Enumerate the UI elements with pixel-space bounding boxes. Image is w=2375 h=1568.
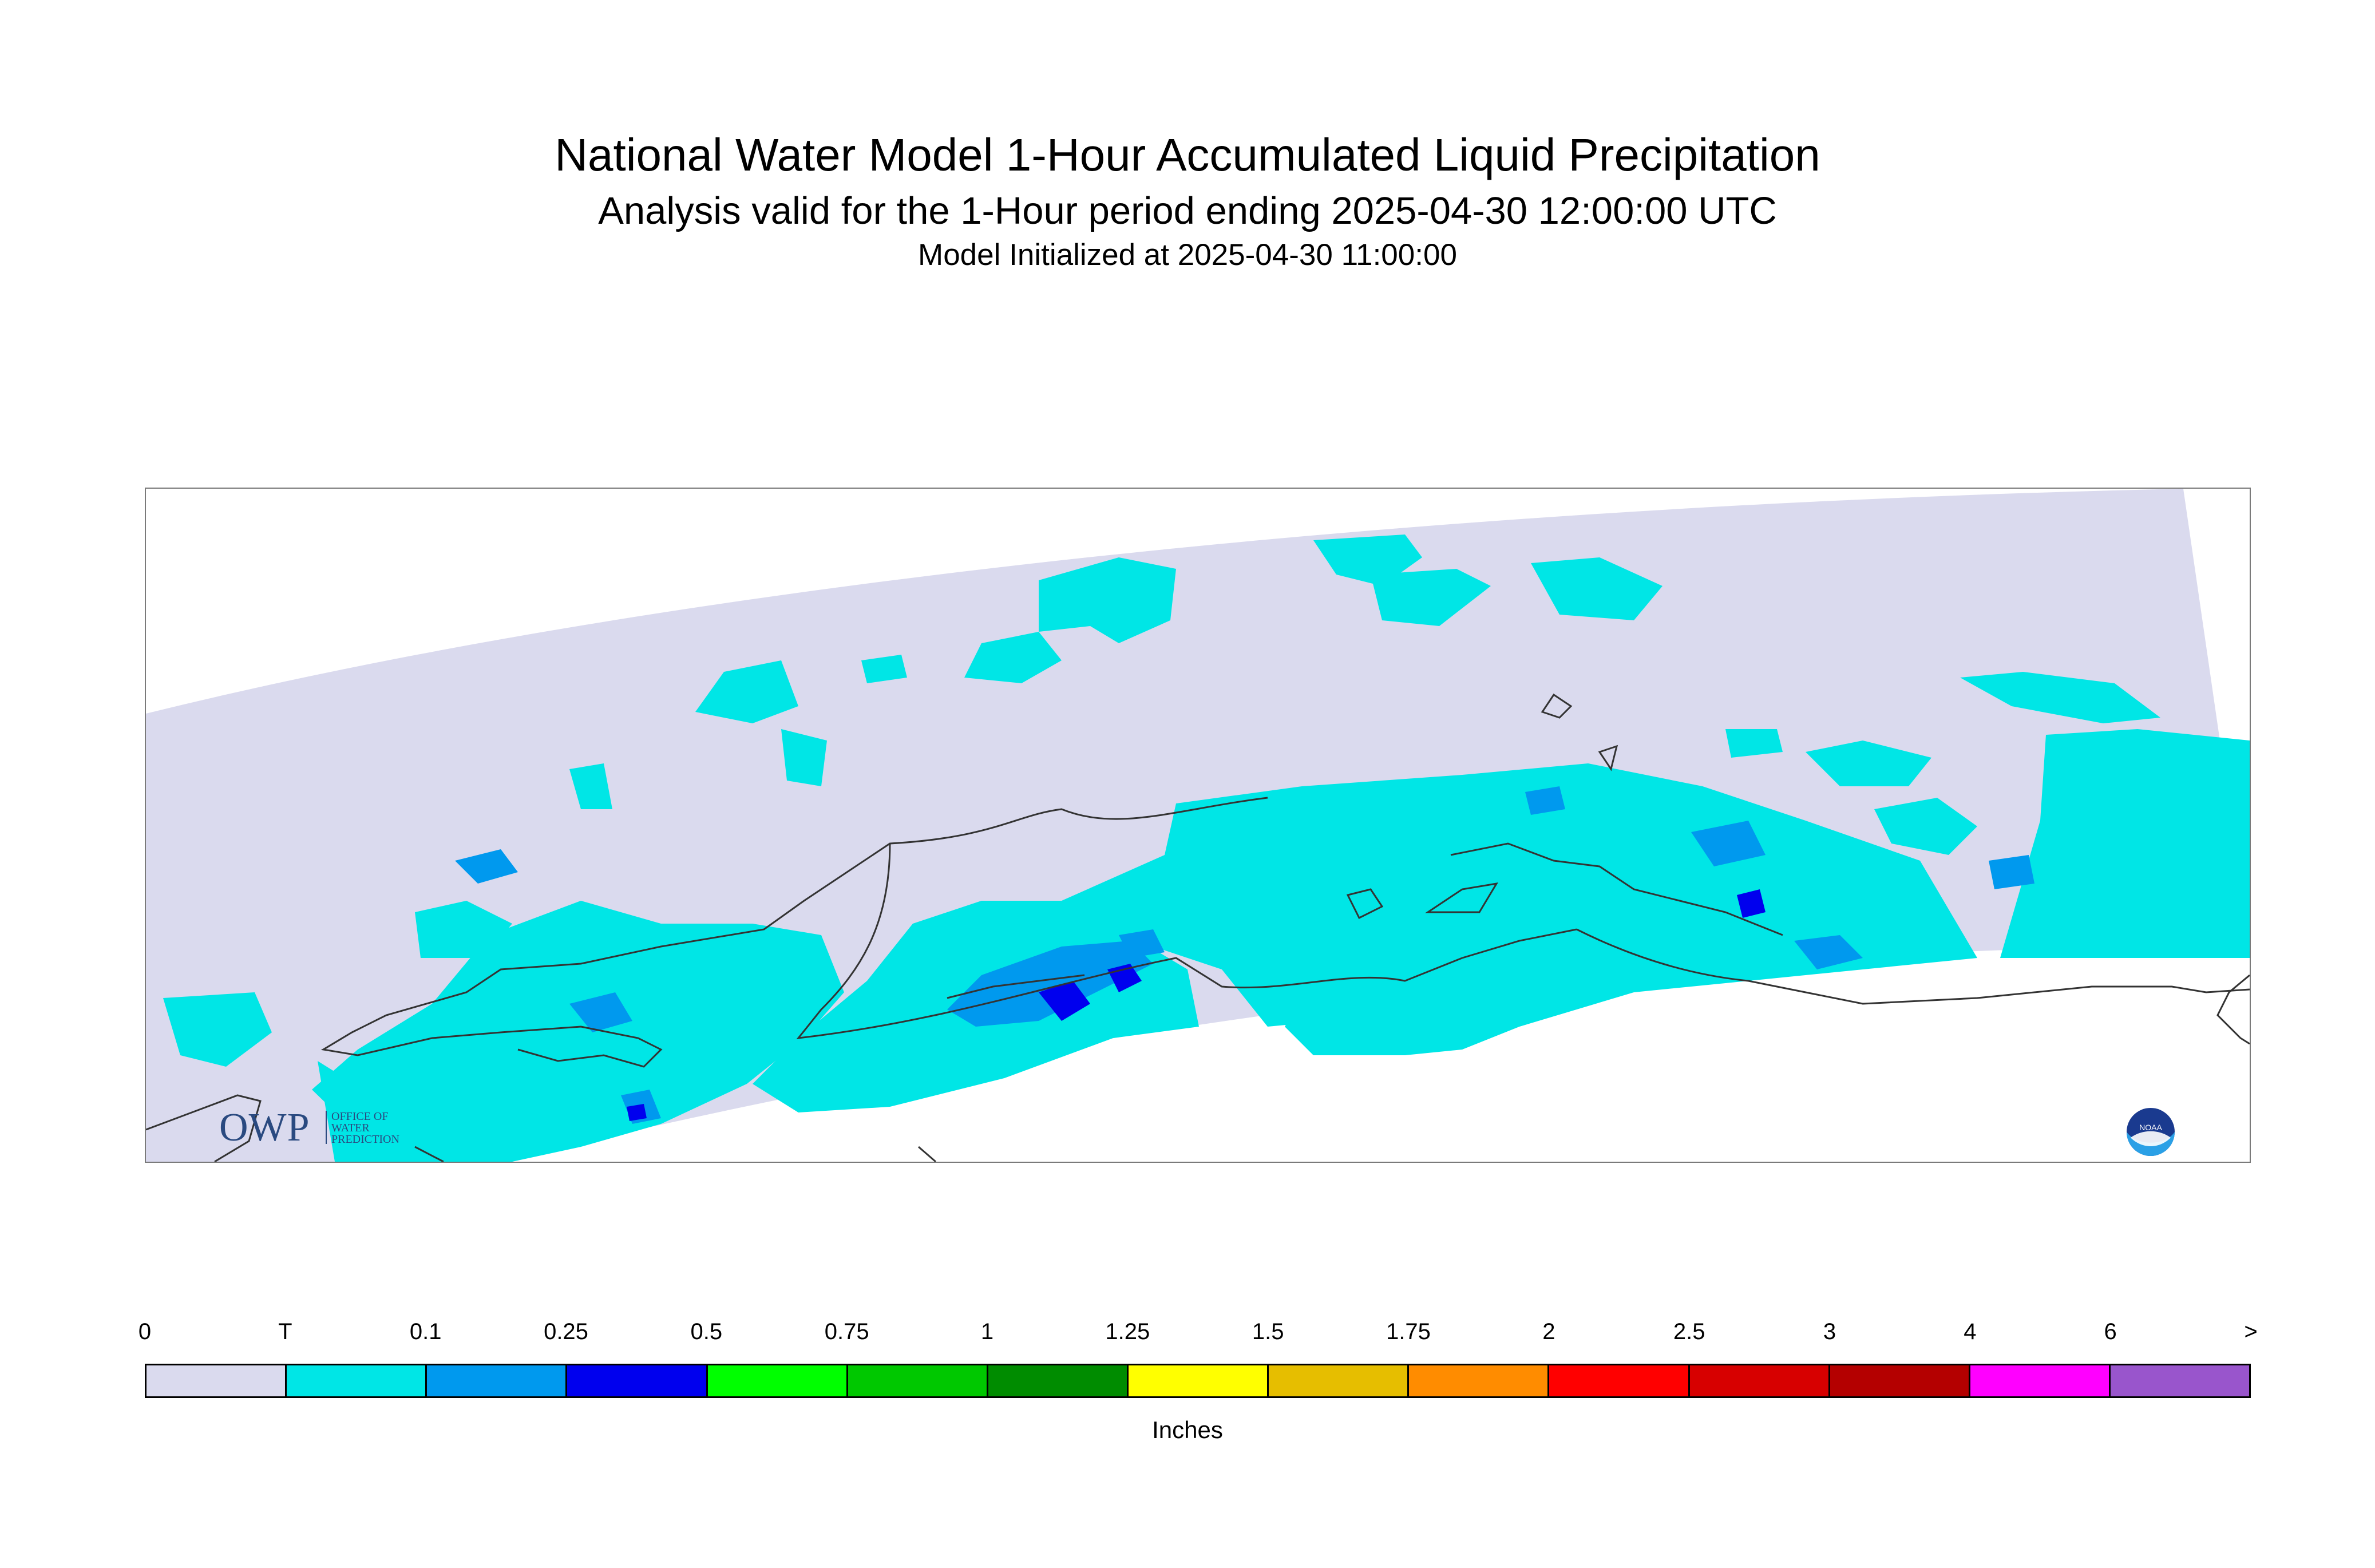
legend-swatch	[2110, 1365, 2250, 1396]
legend-tick-label: 1.5	[1252, 1319, 1284, 1344]
legend-tick-label: 0	[138, 1319, 152, 1344]
legend-colorbar	[145, 1364, 2251, 1398]
legend-tick-label: 0.25	[544, 1319, 588, 1344]
map-subtitle: Analysis valid for the 1-Hour period end…	[598, 189, 1777, 232]
blue-precip-areas	[627, 889, 1766, 1121]
legend-swatch	[1830, 1365, 1970, 1396]
legend-tick-label: 6	[2104, 1319, 2117, 1344]
legend-swatch	[1689, 1365, 1830, 1396]
owp-line-1: OFFICE OF	[331, 1110, 389, 1123]
coastlines	[146, 693, 2250, 1162]
legend-swatch	[1970, 1365, 2111, 1396]
owp-line-2: WATER	[331, 1122, 370, 1134]
owp-divider	[326, 1111, 327, 1144]
noaa-logo: NOAA	[2127, 1108, 2175, 1156]
legend-swatch	[1269, 1365, 1410, 1396]
legend-swatch	[147, 1365, 287, 1396]
map-title: National Water Model 1-Hour Accumulated …	[555, 129, 1820, 180]
legend-tick-label: 4	[1964, 1319, 1977, 1344]
legend-swatch	[1409, 1365, 1550, 1396]
legend-tick-label: 0.75	[824, 1319, 869, 1344]
legend-tick-label: 1	[980, 1319, 994, 1344]
legend-tick-label: 2.5	[1673, 1319, 1705, 1344]
legend-tick-label: 1.75	[1386, 1319, 1431, 1344]
legend-tick-label: T	[278, 1319, 292, 1344]
map-panel	[145, 488, 2251, 1163]
legend-tick-label: 2	[1542, 1319, 1555, 1344]
light-blue-precip-areas	[455, 786, 2034, 1124]
legend-swatch	[848, 1365, 988, 1396]
legend-tick-label: 0.1	[409, 1319, 442, 1344]
legend-swatch	[1128, 1365, 1269, 1396]
legend-swatch	[567, 1365, 708, 1396]
legend-swatch	[707, 1365, 848, 1396]
legend-tick-label: 3	[1823, 1319, 1836, 1344]
model-init-line: Model Initialized at 2025-04-30 11:00:00	[918, 238, 1457, 272]
legend-swatch	[988, 1365, 1129, 1396]
legend-units: Inches	[1152, 1416, 1223, 1443]
legend-tick-label: 0.5	[690, 1319, 723, 1344]
legend-swatch	[1549, 1365, 1690, 1396]
owp-line-3: PREDICTION	[331, 1133, 399, 1146]
legend-tick-label: >	[2244, 1319, 2258, 1344]
owp-letters: OWP	[219, 1106, 310, 1150]
legend-tick-label: 1.25	[1105, 1319, 1150, 1344]
noaa-logo-text: NOAA	[2139, 1123, 2162, 1132]
precipitation-map	[146, 489, 2250, 1162]
owp-logo: OWP OFFICE OF WATER PREDICTION	[219, 1106, 437, 1150]
legend-swatch	[427, 1365, 568, 1396]
legend-swatch	[287, 1365, 428, 1396]
